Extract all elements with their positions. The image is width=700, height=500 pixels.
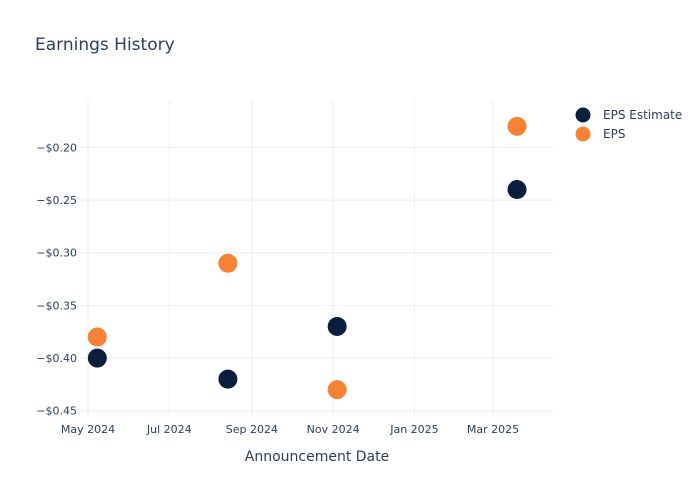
- y-tick-label: −$0.40: [36, 352, 77, 365]
- y-tick-label: −$0.35: [36, 299, 77, 312]
- eps-point[interactable]: [87, 327, 107, 347]
- x-tick-label: May 2024: [61, 423, 115, 436]
- y-axis-ticks: −$0.45 −$0.40 −$0.35 −$0.30 −$0.25 −$0.20: [36, 141, 77, 417]
- y-tick-label: −$0.45: [36, 405, 77, 418]
- legend-marker: [575, 107, 591, 123]
- legend-label[interactable]: EPS Estimate: [603, 108, 682, 122]
- y-tick-label: −$0.25: [36, 194, 77, 207]
- x-axis-ticks: May 2024 Jul 2024 Sep 2024 Nov 2024 Jan 2025…: [61, 423, 519, 436]
- legend[interactable]: EPS Estimate EPS: [575, 107, 683, 142]
- x-tick-label: Sep 2024: [226, 423, 278, 436]
- eps-point[interactable]: [327, 380, 347, 400]
- x-tick-label: Nov 2024: [307, 423, 360, 436]
- legend-label[interactable]: EPS: [603, 127, 625, 141]
- legend-marker: [575, 126, 591, 142]
- x-tick-label: Jan 2025: [389, 423, 438, 436]
- eps-point[interactable]: [507, 116, 527, 136]
- x-tick-label: Jul 2024: [146, 423, 192, 436]
- chart-title: Earnings History: [35, 35, 175, 55]
- x-axis-title: Announcement Date: [245, 449, 389, 465]
- eps-estimate-point[interactable]: [507, 180, 527, 200]
- x-tick-label: Mar 2025: [467, 423, 519, 436]
- grid-lines: [80, 100, 553, 416]
- eps-point[interactable]: [218, 253, 238, 273]
- eps-estimate-point[interactable]: [327, 316, 347, 336]
- y-tick-label: −$0.30: [36, 247, 77, 260]
- eps-estimate-point[interactable]: [87, 348, 107, 368]
- data-points: [87, 116, 527, 400]
- eps-estimate-point[interactable]: [218, 369, 238, 389]
- y-tick-label: −$0.20: [36, 141, 77, 154]
